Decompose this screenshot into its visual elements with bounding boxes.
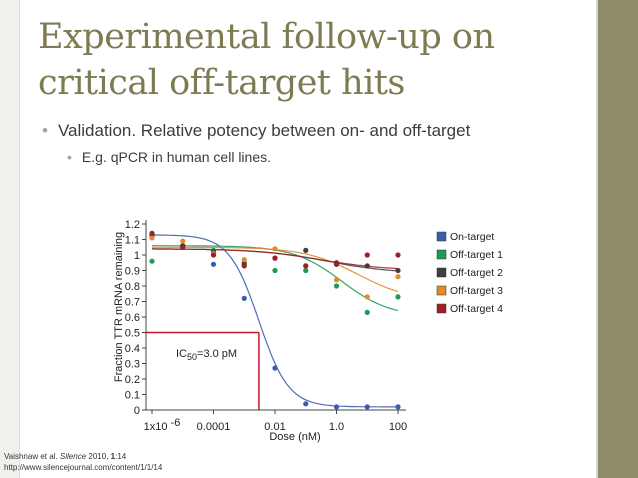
y-tick-label: 0.9 bbox=[125, 266, 140, 278]
citation-reference: Vaishnaw et al. Silence 2010, 1:14 bbox=[4, 451, 162, 462]
bullet-validation: • Validation. Relative potency between on… bbox=[42, 121, 470, 141]
data-point-on-target bbox=[303, 401, 309, 407]
y-tick-label: 0.6 bbox=[125, 312, 140, 324]
legend-label: Off-target 4 bbox=[450, 303, 503, 315]
slide-title-line-2: critical off-target hits bbox=[38, 63, 405, 103]
slide-title-line-1: Experimental follow-up on bbox=[38, 17, 495, 57]
data-point-on-target bbox=[333, 404, 340, 410]
data-point-off-target-2 bbox=[303, 247, 309, 253]
bullet-glyph: • bbox=[42, 121, 48, 140]
bullet-validation-text: Validation. Relative potency between on-… bbox=[57, 121, 471, 140]
data-point-off-target-4 bbox=[364, 252, 370, 258]
x-tick-label: 0.01 bbox=[264, 421, 285, 433]
data-point-off-target-1 bbox=[149, 258, 155, 264]
legend-swatch bbox=[436, 303, 447, 314]
data-point-off-target-3 bbox=[149, 235, 155, 241]
legend-label: Off-target 3 bbox=[450, 285, 503, 297]
legend-swatch bbox=[436, 231, 447, 242]
data-point-on-target bbox=[364, 404, 370, 410]
y-tick-label: 1.2 bbox=[125, 219, 140, 231]
data-point-off-target-3 bbox=[395, 274, 401, 280]
y-axis-label: Fraction TTR mRNA remaining bbox=[113, 232, 125, 382]
legend-label: On-target bbox=[450, 231, 494, 243]
y-tick-label: 0.8 bbox=[125, 281, 140, 293]
data-point-off-target-4 bbox=[180, 244, 186, 250]
data-point-off-target-3 bbox=[364, 294, 370, 300]
y-tick-label: 0.5 bbox=[125, 328, 140, 340]
bullet-glyph: • bbox=[67, 149, 72, 165]
citation-year: 2010, bbox=[88, 452, 109, 461]
y-tick-label: 0.4 bbox=[125, 343, 140, 355]
y-tick-label: 0.3 bbox=[125, 359, 140, 371]
x-tick-label: 1.0 bbox=[329, 421, 344, 433]
bullet-qpcr-text: E.g. qPCR in human cell lines. bbox=[81, 149, 271, 165]
bullet-qpcr: • E.g. qPCR in human cell lines. bbox=[67, 149, 271, 165]
data-point-off-target-4 bbox=[303, 263, 309, 269]
data-point-off-target-1 bbox=[395, 294, 401, 300]
citation-author: Vaishnaw et al. bbox=[4, 452, 58, 461]
data-point-off-target-4 bbox=[210, 252, 217, 258]
legend-swatch bbox=[436, 267, 447, 278]
x-tick-label-exponent: -6 bbox=[168, 417, 181, 429]
data-point-off-target-1 bbox=[303, 267, 309, 274]
y-tick-label: 0.2 bbox=[125, 374, 140, 386]
citation-url: http://www.silencejournal.com/content/1/… bbox=[4, 463, 163, 472]
y-tick-label: 0 bbox=[134, 405, 140, 417]
data-point-off-target-2 bbox=[395, 267, 401, 274]
legend-label: Off-target 2 bbox=[450, 267, 503, 279]
data-point-on-target bbox=[241, 295, 247, 301]
fit-curve-off-target-4 bbox=[151, 248, 399, 270]
data-point-off-target-3 bbox=[241, 257, 247, 263]
data-point-off-target-3 bbox=[180, 238, 186, 244]
data-point-off-target-1 bbox=[333, 283, 340, 289]
data-point-off-target-3 bbox=[333, 277, 340, 283]
data-point-on-target bbox=[210, 261, 217, 267]
right-sidebar-band bbox=[598, 0, 638, 478]
legend-label: Off-target 1 bbox=[450, 249, 503, 261]
right-sidebar-edge bbox=[596, 0, 598, 478]
citation-volume: 1 bbox=[110, 452, 116, 461]
data-point-off-target-4 bbox=[272, 255, 278, 261]
y-tick-label: 1.1 bbox=[125, 235, 140, 247]
ic50-annotation: IC50=3.0 pM bbox=[176, 348, 237, 362]
data-point-off-target-1 bbox=[272, 267, 278, 274]
data-point-off-target-4 bbox=[241, 263, 247, 269]
legend-swatch bbox=[436, 249, 447, 260]
data-point-off-target-4 bbox=[149, 230, 155, 236]
data-point-off-target-4 bbox=[333, 260, 340, 266]
citation-pages: :14 bbox=[115, 452, 127, 461]
legend-swatch bbox=[436, 285, 447, 296]
y-tick-label: 0.1 bbox=[125, 390, 140, 402]
fit-curve-off-target-1 bbox=[152, 245, 399, 312]
data-point-off-target-1 bbox=[364, 309, 370, 315]
data-point-on-target bbox=[272, 365, 278, 371]
x-axis-label: Dose (nM) bbox=[269, 431, 320, 443]
left-margin-line bbox=[19, 0, 20, 478]
ic50-annotation-part: 50 bbox=[187, 352, 197, 362]
ic50-annotation-part: =3.0 pM bbox=[197, 348, 237, 360]
x-tick-label: 0.0001 bbox=[197, 421, 231, 433]
slide-title: Experimental follow-up on critical off-t… bbox=[38, 14, 588, 106]
y-tick-label: 1 bbox=[134, 250, 140, 262]
x-tick-label-base: 1x10 bbox=[144, 421, 168, 433]
x-tick-label: 100 bbox=[389, 421, 407, 433]
ic50-annotation-part: IC bbox=[176, 348, 187, 360]
data-point-off-target-4 bbox=[395, 252, 401, 258]
citation-journal: Silence bbox=[59, 452, 87, 461]
data-point-off-target-2 bbox=[364, 263, 370, 269]
data-point-off-target-3 bbox=[272, 246, 278, 252]
citation: Vaishnaw et al. Silence 2010, 1:14 http:… bbox=[4, 451, 162, 473]
y-tick-label: 0.7 bbox=[125, 297, 140, 309]
x-tick-label: 1x10 -6 bbox=[144, 417, 181, 433]
fit-curve-on-target bbox=[152, 234, 398, 408]
data-point-on-target bbox=[395, 404, 401, 410]
left-margin-bar bbox=[0, 0, 19, 478]
